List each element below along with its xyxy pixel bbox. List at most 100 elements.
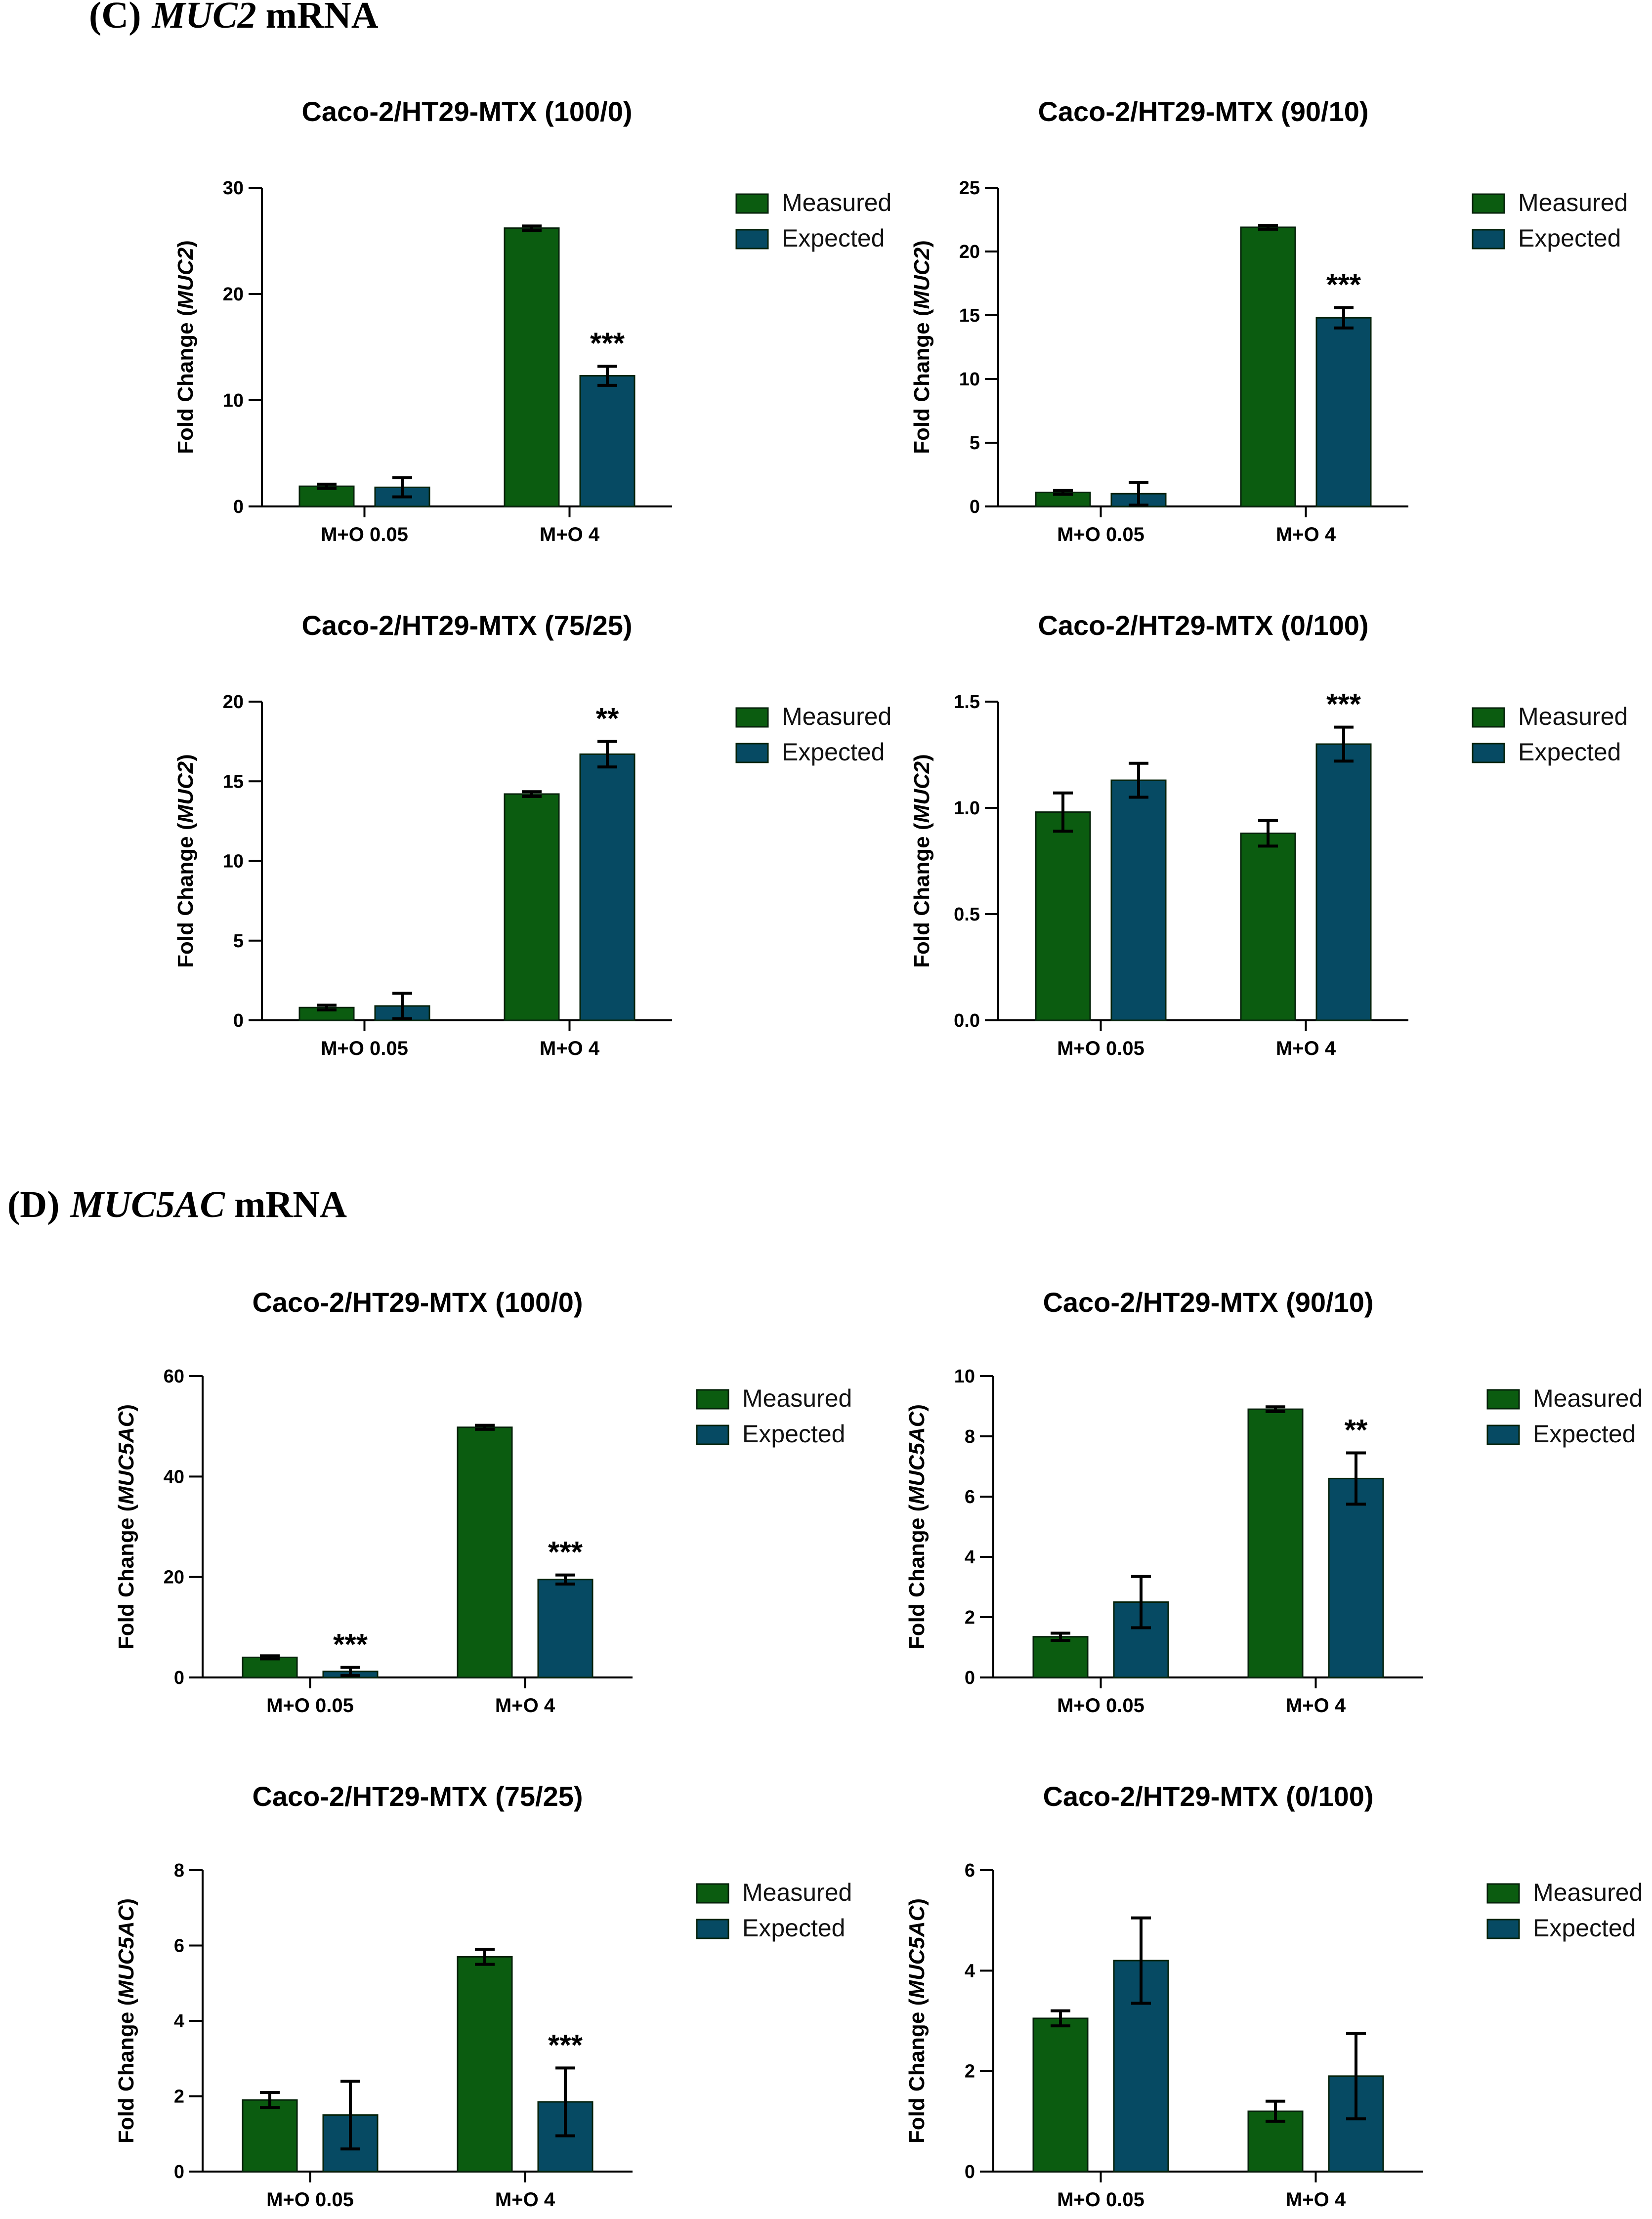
bar-expected-m-o-0-05 bbox=[1110, 779, 1167, 1021]
legend-swatch-measured bbox=[696, 1883, 729, 1904]
legend-label-expected: Expected bbox=[1518, 738, 1621, 766]
y-axis-label: Fold Change (MUC5AC) bbox=[114, 1404, 138, 1649]
section-d-suffix: mRNA bbox=[225, 1184, 347, 1225]
y-tick-label: 4 bbox=[965, 1547, 975, 1568]
y-tick-label: 6 bbox=[174, 1936, 184, 1957]
legend-swatch-expected bbox=[1486, 1919, 1520, 1939]
chart-muc5ac-100-0: Caco-2/HT29-MTX (100/0) Fold Change (MUC5… bbox=[114, 1287, 852, 1717]
section-c-gene: MUC2 bbox=[152, 0, 256, 36]
bar-expected-m-o-4 bbox=[579, 375, 635, 507]
y-tick-label: 10 bbox=[223, 851, 244, 872]
y-tick-label: 1.5 bbox=[954, 692, 980, 712]
bar-measured-m-o-4 bbox=[1247, 1408, 1304, 1678]
chart-muc2-0-100: Caco-2/HT29-MTX (0/100) Fold Change (MUC2… bbox=[910, 610, 1628, 1059]
chart-title: Caco-2/HT29-MTX (75/25) bbox=[252, 1781, 583, 1812]
bar-measured-m-o-4 bbox=[504, 227, 560, 507]
y-axis-label: Fold Change (MUC2) bbox=[910, 240, 934, 454]
legend-swatch-measured bbox=[1472, 707, 1505, 728]
chart-muc2-100-0: Caco-2/HT29-MTX (100/0) Fold Change (MUC2… bbox=[173, 96, 891, 545]
y-axis-label-prefix: Fold Change ( bbox=[910, 823, 934, 968]
legend-swatch-expected bbox=[696, 1919, 729, 1939]
y-axis-label-prefix: Fold Change ( bbox=[173, 823, 198, 968]
y-tick-label: 8 bbox=[174, 1860, 184, 1881]
x-category-label-m-o-4: M+O 4 bbox=[1286, 2189, 1346, 2211]
bar-measured-m-o-4 bbox=[504, 793, 560, 1021]
legend-label-expected: Expected bbox=[1518, 224, 1621, 252]
bar-measured-m-o-0-05 bbox=[242, 1656, 298, 1678]
significance-label: *** bbox=[548, 1536, 583, 1569]
y-axis-label-gene: MUC5AC bbox=[114, 1411, 138, 1504]
x-category-label-m-o-4: M+O 4 bbox=[1276, 524, 1336, 545]
chart-muc2-75-25: Caco-2/HT29-MTX (75/25) Fold Change (MUC2… bbox=[173, 610, 891, 1059]
x-category-label-m-o-4: M+O 4 bbox=[540, 1038, 600, 1059]
bar-expected-m-o-4 bbox=[1315, 317, 1372, 507]
y-tick-label: 0 bbox=[970, 497, 980, 517]
legend-label-measured: Measured bbox=[742, 1879, 852, 1906]
legend-swatch-expected bbox=[696, 1424, 729, 1445]
legend-label-measured: Measured bbox=[1533, 1384, 1643, 1412]
y-tick-label: 1.0 bbox=[954, 798, 980, 819]
y-axis-label-gene: MUC5AC bbox=[905, 1905, 929, 1998]
y-axis-label-gene: MUC2 bbox=[173, 247, 198, 309]
y-tick-label: 20 bbox=[959, 242, 980, 262]
bar-expected-m-o-4 bbox=[1315, 743, 1372, 1021]
bar-expected-m-o-4 bbox=[1328, 1477, 1384, 1678]
section-c-suffix: mRNA bbox=[256, 0, 379, 36]
y-axis-label: Fold Change (MUC5AC) bbox=[905, 1898, 929, 2143]
legend-swatch-measured bbox=[1486, 1389, 1520, 1410]
y-tick-label: 0 bbox=[233, 1010, 244, 1031]
y-tick-label: 2 bbox=[174, 2087, 184, 2107]
y-axis-label: Fold Change (MUC5AC) bbox=[114, 1898, 138, 2143]
y-tick-label: 10 bbox=[954, 1366, 975, 1387]
y-axis-label-gene: MUC5AC bbox=[905, 1411, 929, 1504]
chart-muc5ac-75-25: Caco-2/HT29-MTX (75/25) Fold Change (MUC5… bbox=[114, 1781, 852, 2211]
y-tick-label: 20 bbox=[223, 284, 244, 305]
section-d-gene: MUC5AC bbox=[70, 1184, 225, 1225]
section-d-heading: (D) MUC5AC mRNA bbox=[7, 1183, 347, 1226]
y-tick-label: 0 bbox=[965, 2162, 975, 2182]
y-tick-label: 15 bbox=[959, 305, 980, 326]
y-tick-label: 6 bbox=[965, 1860, 975, 1881]
chart-muc2-90-10: Caco-2/HT29-MTX (90/10) Fold Change (MUC2… bbox=[910, 96, 1628, 545]
legend-label-measured: Measured bbox=[1518, 189, 1628, 216]
chart-title: Caco-2/HT29-MTX (100/0) bbox=[252, 1287, 583, 1318]
y-tick-label: 60 bbox=[164, 1366, 184, 1387]
legend-swatch-measured bbox=[735, 707, 769, 728]
y-axis-label-gene: MUC2 bbox=[910, 761, 934, 823]
y-tick-label: 10 bbox=[959, 369, 980, 390]
y-tick-label: 0.5 bbox=[954, 904, 980, 925]
legend-swatch-expected bbox=[735, 229, 769, 250]
y-axis-label-prefix: Fold Change ( bbox=[910, 309, 934, 454]
y-tick-label: 4 bbox=[965, 1961, 975, 1981]
y-tick-label: 0 bbox=[965, 1668, 975, 1688]
bar-measured-m-o-4 bbox=[1240, 833, 1296, 1021]
bar-measured-m-o-4 bbox=[457, 1956, 513, 2173]
bar-measured-m-o-0-05 bbox=[242, 2099, 298, 2173]
x-category-label-m-o-4: M+O 4 bbox=[1276, 1038, 1336, 1059]
x-category-label-m-o-4: M+O 4 bbox=[495, 1695, 555, 1717]
y-tick-label: 2 bbox=[965, 2061, 975, 2082]
significance-label: *** bbox=[1326, 688, 1361, 721]
y-axis-label-suffix: ) bbox=[173, 240, 198, 248]
bar-measured-m-o-4 bbox=[457, 1426, 513, 1678]
significance-label: *** bbox=[1326, 268, 1361, 301]
legend-label-measured: Measured bbox=[1518, 703, 1628, 730]
chart-title: Caco-2/HT29-MTX (0/100) bbox=[1038, 610, 1368, 641]
legend-swatch-measured bbox=[735, 193, 769, 214]
y-axis-label-suffix: ) bbox=[173, 754, 198, 761]
legend-label-measured: Measured bbox=[782, 189, 891, 216]
bar-measured-m-o-0-05 bbox=[1035, 811, 1091, 1021]
bar-expected-m-o-4 bbox=[537, 1579, 593, 1678]
legend-label-expected: Expected bbox=[782, 224, 885, 252]
y-tick-label: 4 bbox=[174, 2011, 184, 2032]
y-axis-label: Fold Change (MUC2) bbox=[173, 754, 198, 968]
y-tick-label: 6 bbox=[965, 1487, 975, 1507]
x-category-label-m-o-0-05: M+O 0.05 bbox=[1057, 524, 1144, 545]
y-axis-label-suffix: ) bbox=[905, 1898, 929, 1906]
y-tick-label: 5 bbox=[970, 433, 980, 454]
y-tick-label: 8 bbox=[965, 1426, 975, 1447]
legend-label-expected: Expected bbox=[1533, 1420, 1636, 1448]
legend-swatch-expected bbox=[1486, 1424, 1520, 1445]
y-axis-label: Fold Change (MUC2) bbox=[910, 754, 934, 968]
section-c-heading: (C) MUC2 mRNA bbox=[89, 0, 379, 37]
